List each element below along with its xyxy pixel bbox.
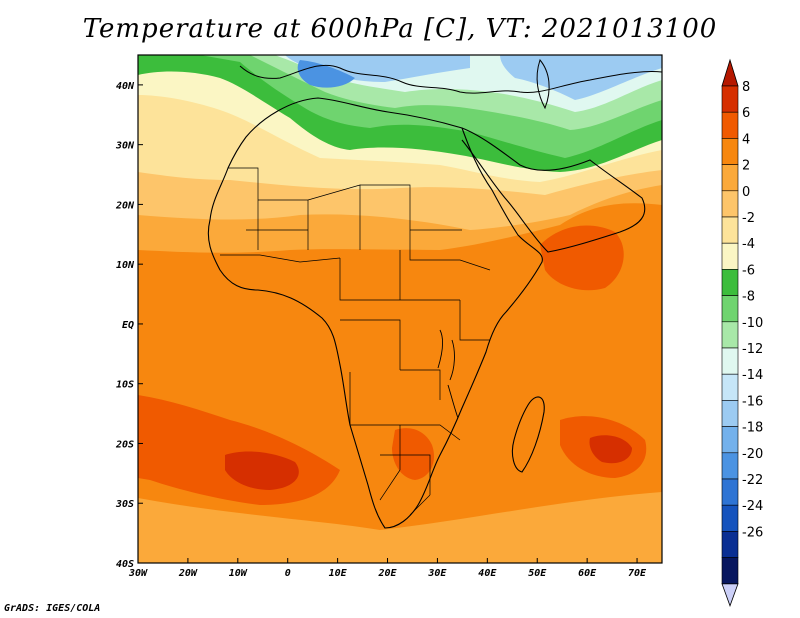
colorbar-swatch	[721, 373, 739, 401]
colorbar-swatch	[721, 426, 739, 454]
colorbar-swatch	[721, 400, 739, 427]
colorbar-swatch	[721, 242, 739, 270]
chart-title: Temperature at 600hPa [C], VT: 202101310…	[82, 14, 718, 44]
lon-tick-label: 10E	[329, 568, 348, 579]
colorbar-level-label: -6	[742, 263, 755, 278]
colorbar-level-label: -14	[742, 368, 763, 383]
field-europe-blue	[285, 55, 662, 100]
field-south-atlantic-hot	[225, 451, 299, 490]
africa-coastline	[207, 97, 543, 529]
lon-tick-label: 20W	[178, 568, 198, 579]
lat-tick-label: EQ	[122, 320, 134, 331]
colorbar-swatch	[721, 504, 739, 532]
lat-tick-label: 20S	[115, 439, 134, 450]
colorbar-overflow-top	[721, 58, 739, 87]
lat-tick-label: 10S	[116, 380, 134, 391]
lon-tick-label: 70E	[628, 568, 647, 579]
colorbar-level-label: 0	[742, 185, 750, 200]
colorbar-swatch	[721, 269, 739, 296]
colorbar-swatch	[721, 190, 739, 218]
colorbar-swatch	[721, 164, 739, 192]
coastlines	[207, 58, 662, 529]
field-arabian-sea-warm	[540, 225, 624, 291]
credit-label: GrADS: IGES/COLA	[4, 603, 101, 614]
lon-tick-label: 20E	[377, 568, 397, 579]
arabia-coastline	[461, 127, 646, 253]
axis-ticks: 30W 20W 10W 0 10E 20E 30E 40E 50E 60E 70E 40N 30N 20N…	[115, 81, 647, 579]
lat-tick-label: 30N	[115, 141, 135, 152]
colorbar-level-label: -12	[742, 342, 763, 357]
country-borders-central	[339, 230, 491, 400]
field-southern-ocean-cool	[138, 492, 662, 563]
colorbar-level-label: -20	[742, 447, 763, 462]
lon-tick-label: 30W	[128, 568, 148, 579]
colorbar-swatch	[721, 85, 739, 113]
colorbar-level-label: -24	[742, 499, 763, 514]
colorbar-swatch	[721, 478, 739, 506]
colorbar-level-label: -10	[742, 316, 763, 331]
colorbar-swatch	[721, 295, 739, 323]
colorbar-level-label: -26	[742, 525, 763, 540]
colorbar: 8 6 4 2 0 -2 -4 -6 -8 -10 -12 -14 -16 -18 -20 -22 -24 -26	[721, 58, 763, 607]
colorbar-level-label: -8	[742, 290, 755, 305]
country-borders-west	[220, 167, 462, 263]
field-southern-africa-warm	[392, 428, 435, 480]
colorbar-level-label: -18	[742, 421, 763, 436]
lon-tick-label: 0	[285, 568, 291, 579]
colorbar-swatch	[721, 347, 739, 375]
lon-tick-label: 30E	[427, 568, 447, 579]
colorbar-level-label: 8	[742, 80, 750, 95]
colorbar-level-label: 6	[742, 106, 750, 121]
lon-tick-label: 50E	[528, 568, 547, 579]
colorbar-swatch	[721, 321, 739, 349]
country-borders-south	[349, 372, 461, 516]
great-lakes	[437, 329, 459, 419]
colorbar-level-label: 2	[742, 159, 750, 174]
colorbar-swatch	[721, 557, 739, 585]
colorbar-swatch	[721, 452, 739, 480]
colorbar-overflow-bottom	[721, 583, 739, 607]
europe-coastline	[239, 64, 662, 94]
colorbar-level-label: -16	[742, 394, 763, 409]
map-frame	[137, 54, 663, 564]
lon-tick-label: 60E	[578, 568, 597, 579]
lat-tick-label: 10N	[116, 260, 135, 271]
temperature-field	[138, 55, 662, 563]
colorbar-level-label: -22	[742, 473, 763, 488]
lat-tick-label: 40N	[116, 81, 135, 92]
lon-tick-label: 10W	[229, 568, 248, 579]
lon-tick-label: 40E	[478, 568, 497, 579]
caspian-coastline	[536, 58, 550, 110]
lat-tick-label: 30S	[115, 499, 134, 510]
colorbar-swatch	[721, 138, 739, 165]
colorbar-swatch	[721, 216, 739, 244]
lat-tick-label: 40S	[116, 559, 134, 570]
field-indian-ocean-hot	[589, 435, 632, 464]
colorbar-level-label: 4	[742, 132, 750, 147]
colorbar-level-label: -4	[742, 237, 755, 252]
colorbar-swatch	[721, 111, 739, 139]
lat-tick-label: 20N	[115, 200, 135, 211]
madagascar-coastline	[511, 396, 545, 473]
colorbar-swatch	[721, 531, 739, 558]
colorbar-level-label: -2	[742, 211, 755, 226]
